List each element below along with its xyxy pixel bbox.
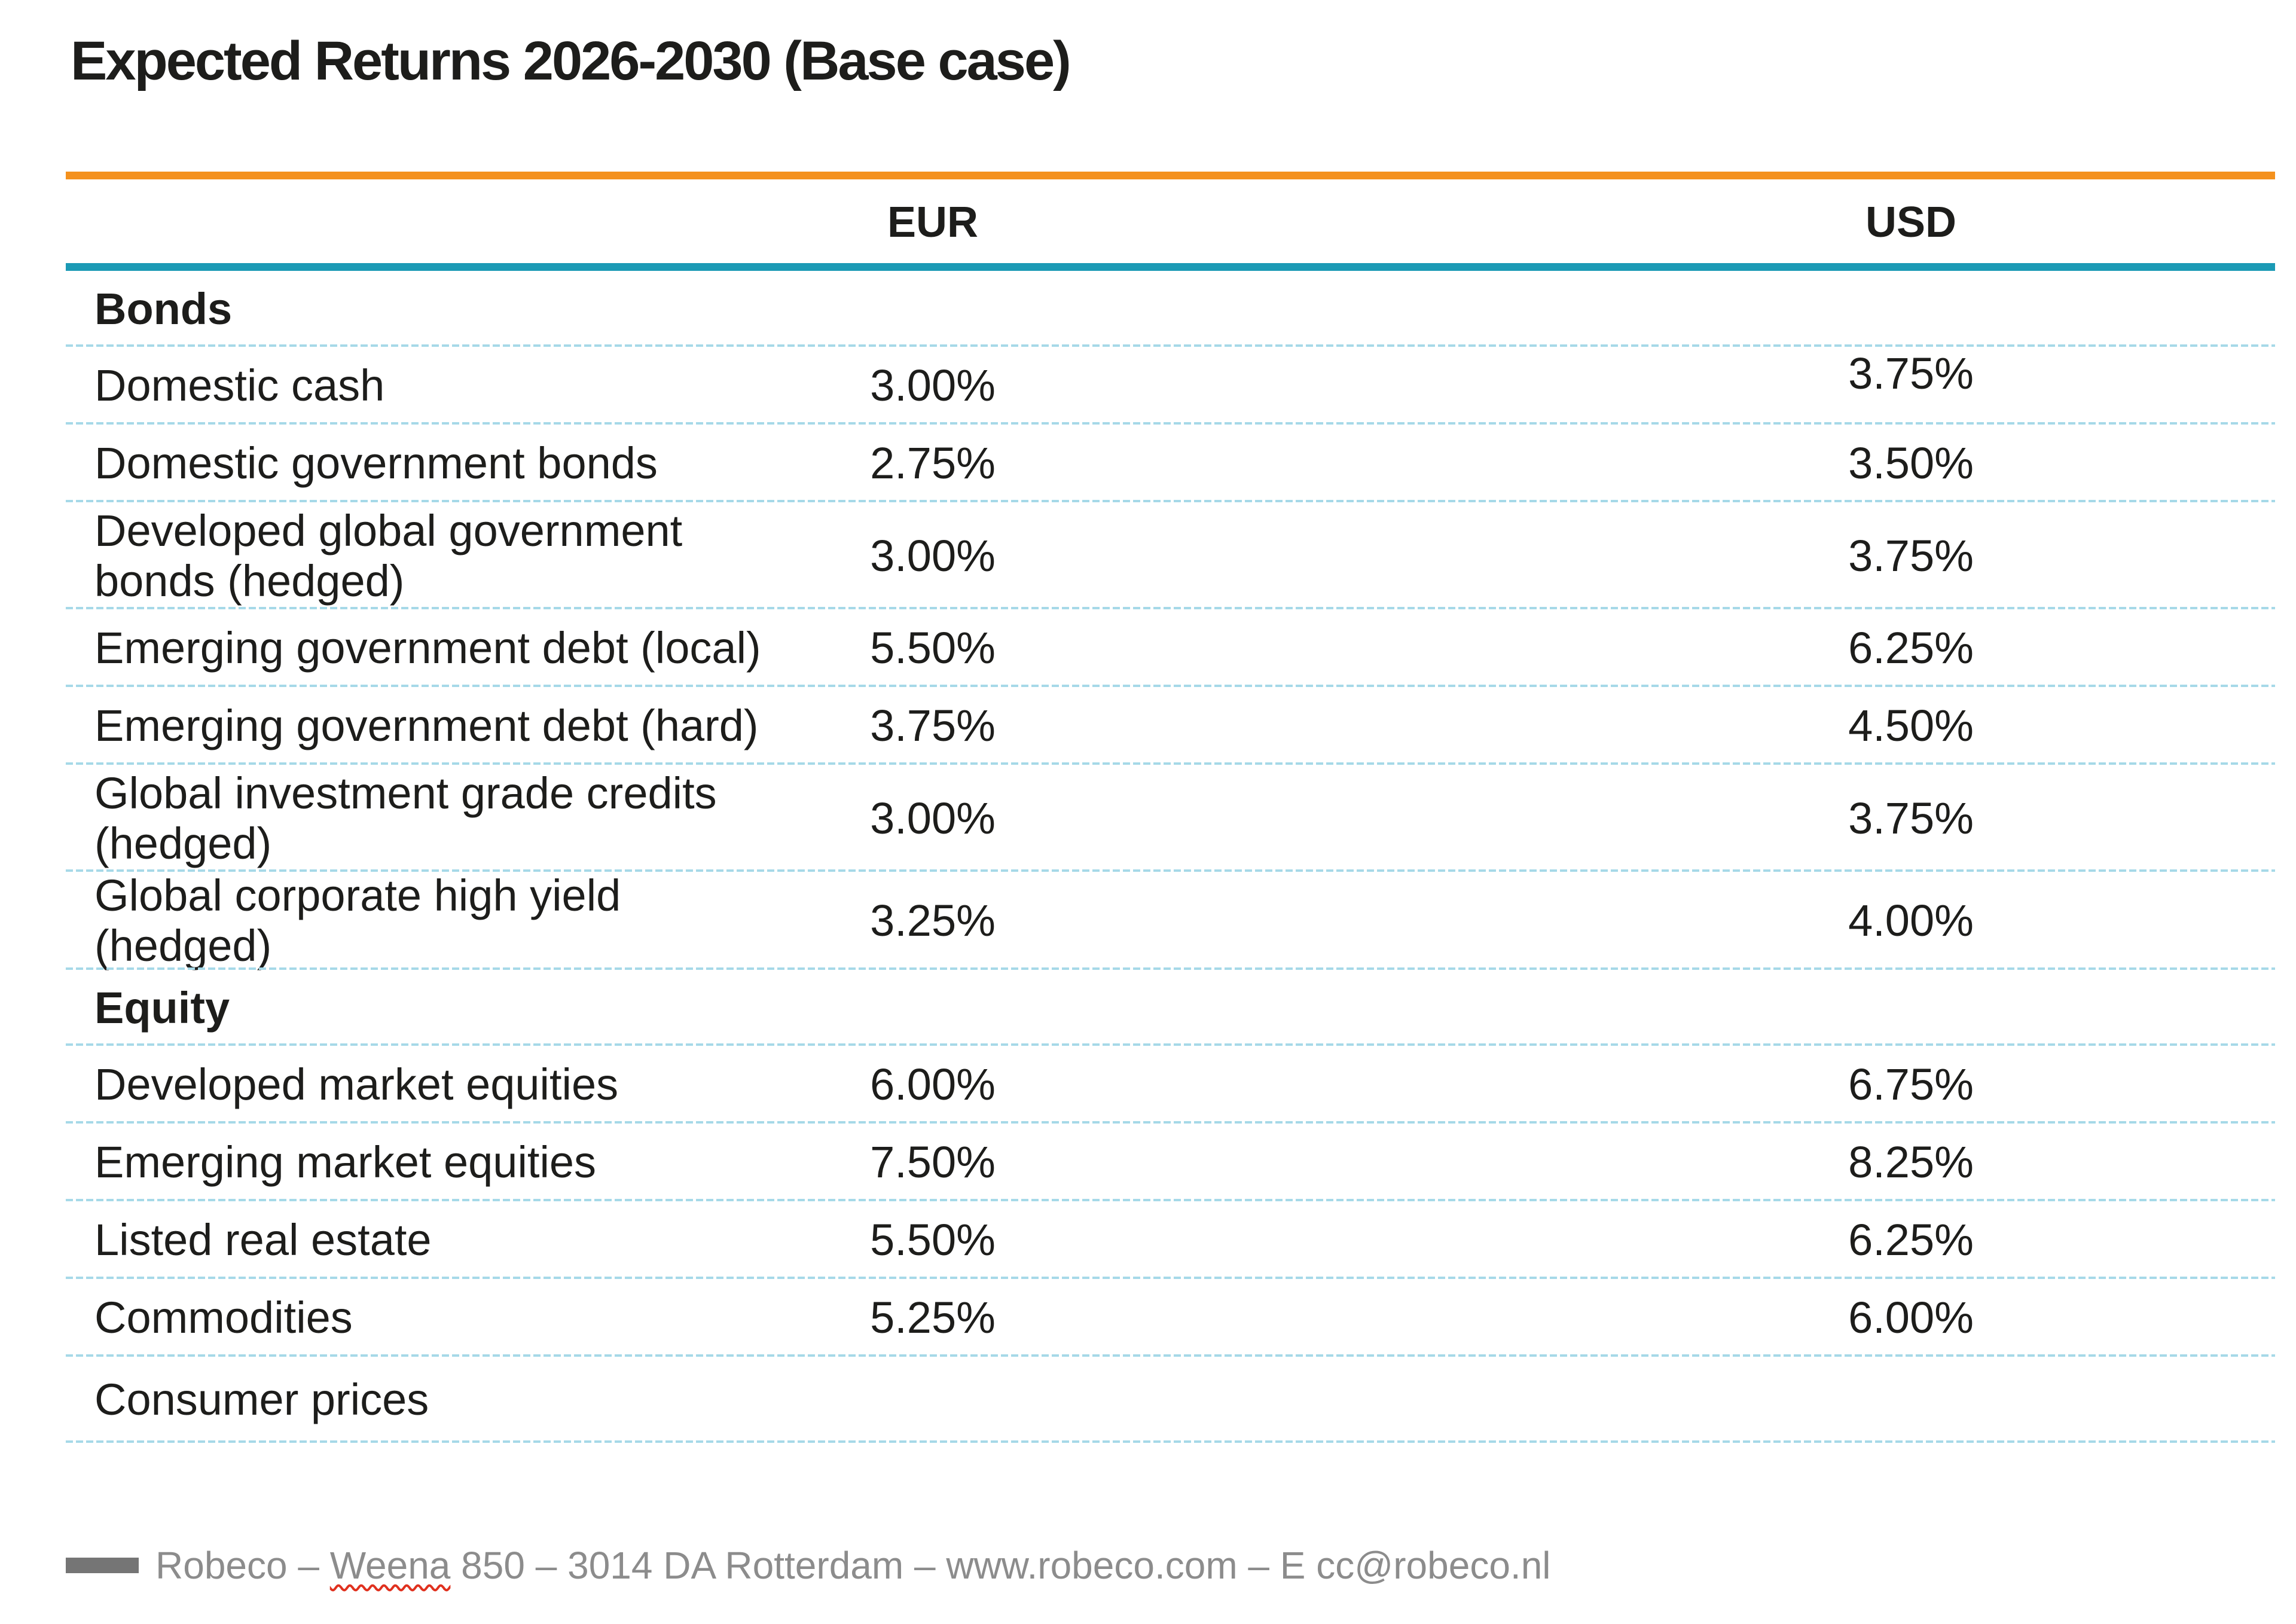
section-row-bonds: Bonds — [66, 271, 2275, 347]
asset-label: Global investment grade credits (hedged) — [94, 768, 717, 868]
asset-label: Developed global government bonds (hedge… — [94, 505, 683, 606]
teal-rule — [66, 263, 2275, 271]
eur-value: 3.00% — [870, 793, 996, 843]
eur-value: 5.50% — [870, 623, 996, 673]
asset-label: Emerging government debt (hard) — [94, 701, 759, 750]
footer-bar-icon — [66, 1558, 139, 1573]
returns-table: Bonds Domestic cash 3.00% 3.75% Domestic… — [66, 271, 2275, 1443]
table-row: Developed market equities 6.00% 6.75% — [66, 1046, 2275, 1124]
section-label: Bonds — [94, 283, 233, 334]
footer-text-misspelled-word: Weena — [329, 1544, 451, 1587]
footer-address: Robeco – Weena 850 – 3014 DA Rotterdam –… — [155, 1543, 1551, 1588]
asset-label: Listed real estate — [94, 1215, 432, 1265]
eur-value: 7.50% — [870, 1137, 996, 1187]
usd-value: 4.00% — [1848, 896, 1974, 945]
usd-value: 6.75% — [1848, 1060, 1974, 1109]
column-header-eur: EUR — [887, 199, 978, 246]
table-row: Emerging market equities 7.50% 8.25% — [66, 1124, 2275, 1201]
footer: Robeco – Weena 850 – 3014 DA Rotterdam –… — [66, 1536, 2275, 1595]
footer-text-prefix: Robeco – — [155, 1544, 330, 1587]
section-row-equity: Equity — [66, 970, 2275, 1046]
usd-value: 3.50% — [1848, 438, 1974, 488]
asset-label: Emerging market equities — [94, 1137, 597, 1187]
usd-value: 6.25% — [1848, 623, 1974, 673]
asset-label: Commodities — [94, 1293, 353, 1342]
table-row: Global investment grade credits (hedged)… — [66, 765, 2275, 872]
page: Expected Returns 2026-2030 (Base case) E… — [66, 0, 2275, 1624]
eur-value: 2.75% — [870, 438, 996, 488]
table-row: Domestic cash 3.00% 3.75% — [66, 347, 2275, 425]
table-row: Commodities 5.25% 6.00% — [66, 1279, 2275, 1357]
eur-value: 5.50% — [870, 1215, 996, 1265]
section-label: Equity — [94, 982, 230, 1033]
table-row: Global corporate high yield (hedged) 3.2… — [66, 871, 2275, 970]
usd-value: 6.00% — [1848, 1293, 1974, 1342]
column-header-usd: USD — [1865, 199, 1956, 246]
column-header-row: EUR USD — [66, 199, 2275, 246]
asset-label: Domestic government bonds — [94, 438, 658, 488]
asset-label: Domestic cash — [94, 361, 385, 410]
eur-value: 3.00% — [870, 530, 996, 581]
usd-value: 4.50% — [1848, 701, 1974, 750]
table-row: Domestic government bonds 2.75% 3.50% — [66, 425, 2275, 502]
eur-value: 5.25% — [870, 1293, 996, 1342]
asset-label: Emerging government debt (local) — [94, 623, 761, 673]
usd-value: 3.75% — [1848, 349, 1974, 398]
section-label: Consumer prices — [94, 1375, 429, 1424]
usd-value: 8.25% — [1848, 1137, 1974, 1187]
asset-label: Developed market equities — [94, 1060, 619, 1109]
orange-rule — [66, 172, 2275, 179]
table-row: Emerging government debt (local) 5.50% 6… — [66, 609, 2275, 687]
usd-value: 3.75% — [1848, 793, 1974, 843]
page-title: Expected Returns 2026-2030 (Base case) — [71, 30, 1071, 91]
table-row: Emerging government debt (hard) 3.75% 4.… — [66, 687, 2275, 765]
eur-value: 6.00% — [870, 1060, 996, 1109]
eur-value: 3.75% — [870, 701, 996, 750]
footer-text-suffix: 850 – 3014 DA Rotterdam – www.robeco.com… — [450, 1544, 1551, 1587]
usd-value: 6.25% — [1848, 1215, 1974, 1265]
table-row: Developed global government bonds (hedge… — [66, 502, 2275, 609]
usd-value: 3.75% — [1848, 530, 1974, 581]
table-row: Listed real estate 5.50% 6.25% — [66, 1201, 2275, 1279]
eur-value: 3.00% — [870, 361, 996, 410]
asset-label: Global corporate high yield (hedged) — [94, 871, 621, 970]
section-row-consumer-prices: Consumer prices — [66, 1357, 2275, 1443]
eur-value: 3.25% — [870, 896, 996, 945]
